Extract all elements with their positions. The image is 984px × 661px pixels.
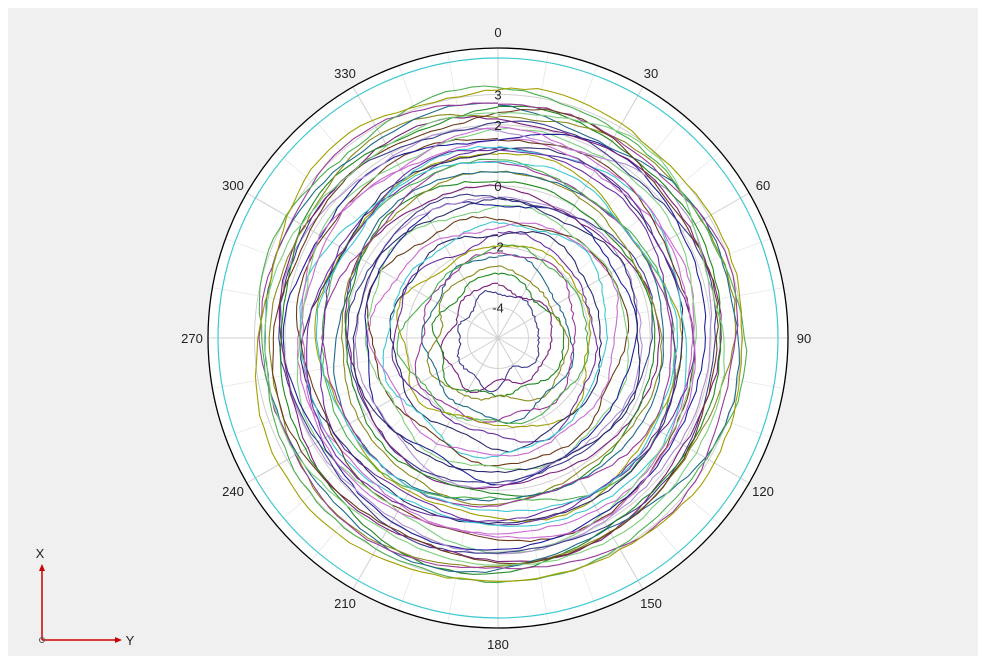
angular-tick-label: 60 [756,178,770,193]
angular-tick-label: 270 [181,331,203,346]
series-line [258,85,748,584]
y-axis-label: Y [126,633,135,648]
series-line [272,108,719,565]
series-line [421,254,575,425]
series-line [364,204,630,471]
series-layer [254,85,748,584]
radial-tick-label: -4 [492,301,504,316]
series-line [315,161,679,513]
series-line [263,112,726,566]
radial-tick-label: 0 [494,179,501,194]
series-line [440,282,553,393]
minor-grid-line [225,238,413,308]
minor-grid-line [528,65,598,253]
series-line [296,138,695,535]
angular-tick-label: 330 [334,66,356,81]
series-line [396,244,592,428]
series-line [301,126,696,539]
series-line [282,133,707,551]
angular-tick-label: 300 [222,178,244,193]
series-line [396,244,590,425]
polar-grid [208,48,788,628]
x-axis-label: X [36,546,45,561]
minor-grid-line [513,52,549,249]
series-line [346,193,653,484]
angular-tick-label: 30 [644,66,658,81]
minor-grid-line [447,427,483,624]
angular-tick-label: 210 [334,596,356,611]
minor-grid-line [556,407,685,561]
angular-tick-label: 0 [494,25,501,40]
angular-tick-label: 150 [640,596,662,611]
minor-grid-line [567,151,721,280]
angular-tick-label: 240 [222,484,244,499]
series-line [382,221,609,459]
reference-ring [217,57,779,619]
series-line [426,265,570,402]
minor-grid-line [225,368,413,438]
minor-grid-line [212,287,409,323]
angular-tick-label: 180 [487,637,509,652]
radial-tick-label: 2 [494,118,501,133]
series-line [254,87,743,582]
minor-grid-line [275,151,429,280]
minor-grid-line [583,368,771,438]
minor-grid-line [583,238,771,308]
series-line [278,120,717,554]
angular-tick-label: 90 [797,331,811,346]
axis-indicator: X Y [36,546,135,648]
angular-tick-label: 120 [752,484,774,499]
minor-grid-line [311,115,440,269]
outer-border-circle [207,47,789,629]
y-arrow-head [115,637,122,643]
chart-panel: 0 30 60 90 120 150 180 210 240 270 300 330 -4 -2 0 2 3 … [8,8,978,656]
series-line [268,113,737,569]
series-line [295,137,696,543]
series-line [299,145,688,527]
outer-ring [207,47,789,629]
series-line [352,197,641,474]
minor-grid-line [587,287,784,323]
series-line [340,170,663,506]
radial-tick-label: -2 [492,240,504,255]
angular-grid-line [352,337,499,590]
origin-marker [39,637,45,643]
minor-grid-line [567,396,721,525]
series-line [306,148,696,523]
series-line [258,102,739,570]
radial-tick-labels: -4 -2 0 2 3 [492,87,504,315]
series-line [389,231,602,453]
series-line [278,115,722,563]
minor-grid-line [528,423,598,611]
x-arrow-head [39,564,45,571]
series-line [456,289,541,393]
minor-grid-line [398,423,468,611]
series-line [264,102,740,573]
series-line [366,222,619,457]
radial-tick-label: 3 [494,87,501,102]
